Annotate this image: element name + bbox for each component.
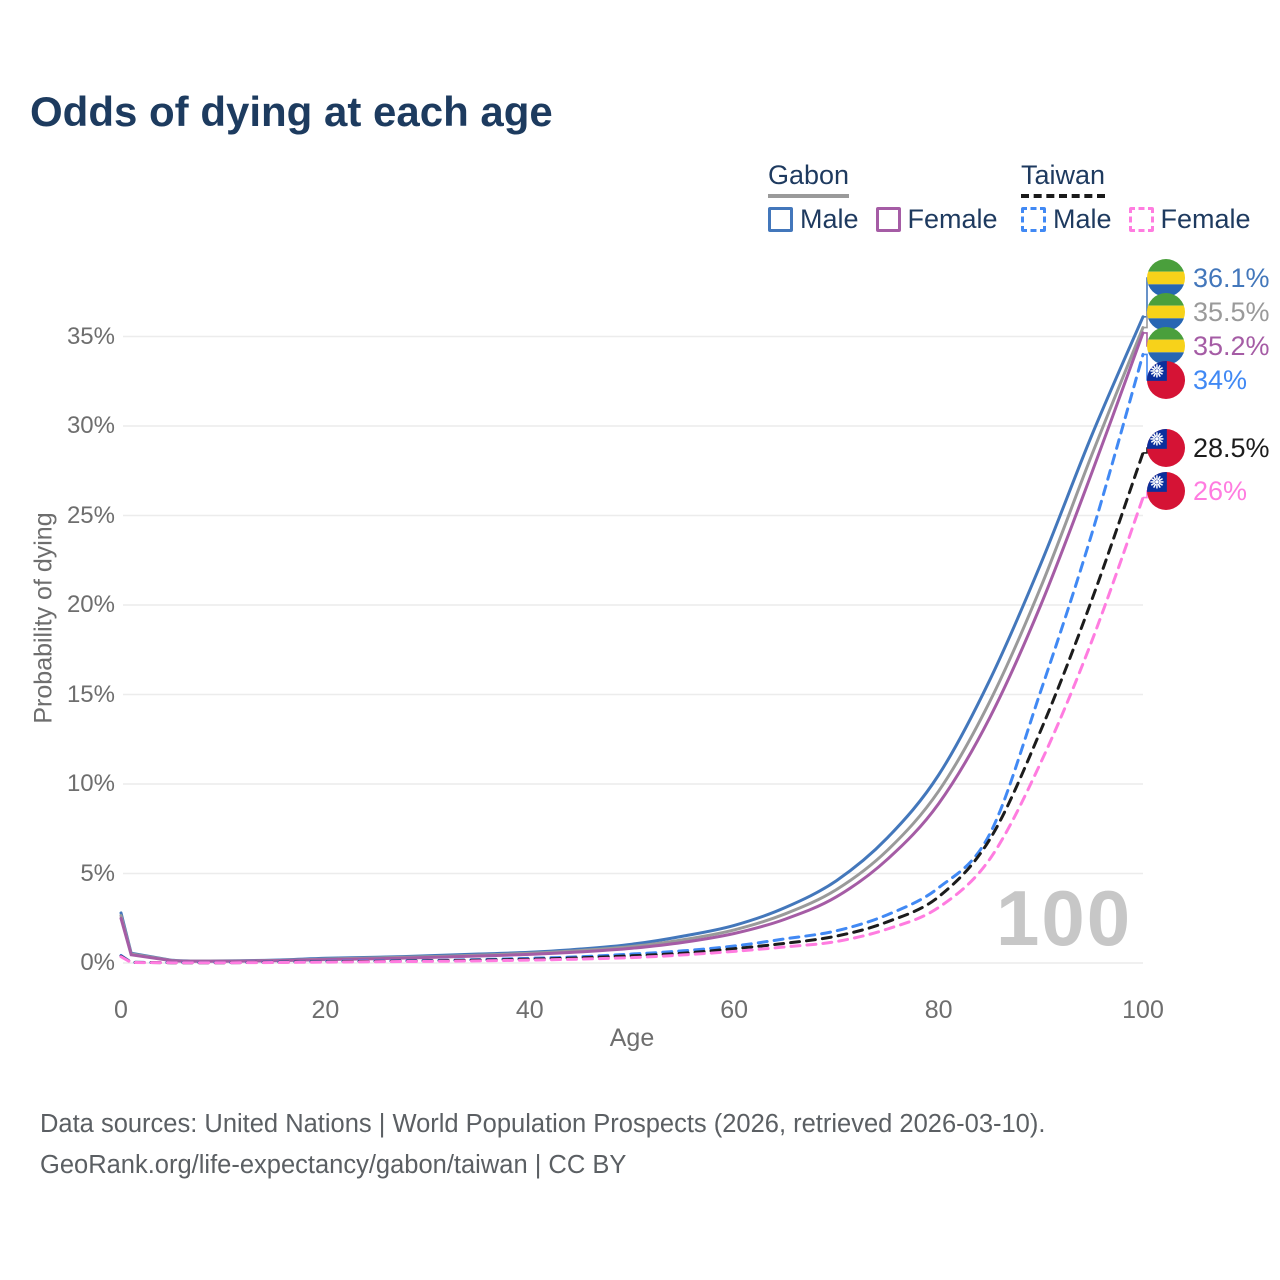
y-tick-label: 10% (66, 770, 115, 797)
series-line-taiwan-female (119, 496, 1145, 965)
x-tick-label: 60 (720, 996, 749, 1024)
end-value: 26% (1193, 475, 1248, 506)
legend-item-gabon-male: Male (768, 204, 859, 235)
end-label-taiwan-male: 34% (1147, 361, 1247, 399)
legend-label: Male (800, 204, 859, 234)
legend-label: Male (1053, 204, 1112, 234)
end-value: 28.5% (1193, 432, 1270, 463)
y-tick-label: 0% (80, 949, 115, 976)
legend-label: Female (907, 204, 998, 234)
taiwan-flag-icon (1147, 361, 1185, 399)
age-100-watermark: 100 (996, 874, 1133, 962)
gabon-flag-icon (1147, 259, 1185, 297)
series-line-taiwan-both-sexes (119, 451, 1145, 965)
end-label-taiwan-both-sexes: 28.5% (1147, 429, 1270, 467)
taiwan-flag-icon (1147, 472, 1185, 510)
end-value: 36.1% (1193, 262, 1270, 293)
y-tick-label: 20% (66, 591, 115, 618)
legend-item-gabon-female: Female (875, 204, 998, 235)
taiwan-male-swatch-icon (1021, 207, 1046, 232)
series-line-gabon-both-sexes (119, 326, 1145, 963)
taiwan-flag-icon (1147, 429, 1185, 467)
y-tick-label: 15% (66, 680, 115, 708)
gabon-male-swatch-icon (768, 207, 793, 232)
end-value: 35.2% (1193, 330, 1270, 361)
x-tick-label: 40 (515, 996, 544, 1024)
legend-item-taiwan-male: Male (1021, 204, 1112, 235)
series-line-taiwan-male (119, 352, 1145, 965)
end-value: 35.5% (1193, 296, 1270, 327)
legend-label: Female (1160, 204, 1251, 234)
series-line-gabon-male (119, 315, 1145, 963)
gabon-flag-icon (1147, 293, 1185, 331)
end-label-gabon-female: 35.2% (1147, 327, 1270, 365)
x-tick-label: 20 (311, 996, 340, 1024)
y-axis-title: Probability of dying (29, 512, 58, 724)
legend-item-taiwan-female: Female (1128, 204, 1251, 235)
footer-data-sources: Data sources: United Nations | World Pop… (40, 1110, 1046, 1138)
taiwan-female-swatch-icon (1128, 207, 1154, 232)
y-tick-label: 25% (66, 501, 115, 529)
page-title: Odds of dying at each age (30, 88, 553, 135)
x-tick-label: 100 (1122, 996, 1164, 1024)
y-tick-label: 35% (66, 322, 115, 350)
end-label-gabon-both-sexes: 35.5% (1147, 293, 1270, 331)
legend-group-gabon: Gabon (768, 160, 850, 198)
footer-attribution: GeoRank.org/life-expectancy/gabon/taiwan… (40, 1151, 627, 1179)
x-tick-label: 0 (114, 996, 128, 1024)
y-tick-label: 5% (80, 859, 115, 887)
end-label-taiwan-female: 26% (1147, 472, 1247, 510)
y-tick-label: 30% (66, 412, 115, 439)
end-value: 34% (1193, 364, 1248, 395)
legend-row-taiwan: Male Female (1021, 204, 1251, 235)
x-axis-title: Age (609, 1024, 655, 1052)
legend-group-taiwan: Taiwan (1021, 160, 1106, 198)
end-label-gabon-male: 36.1% (1147, 259, 1270, 297)
legend-row-gabon: Male Female (768, 204, 998, 235)
x-tick-label: 80 (924, 996, 953, 1024)
gabon-flag-icon (1147, 327, 1185, 365)
gabon-female-swatch-icon (875, 207, 901, 232)
footer: Data sources: United Nations | World Pop… (40, 1104, 1045, 1186)
series-line-gabon-female (119, 331, 1145, 963)
